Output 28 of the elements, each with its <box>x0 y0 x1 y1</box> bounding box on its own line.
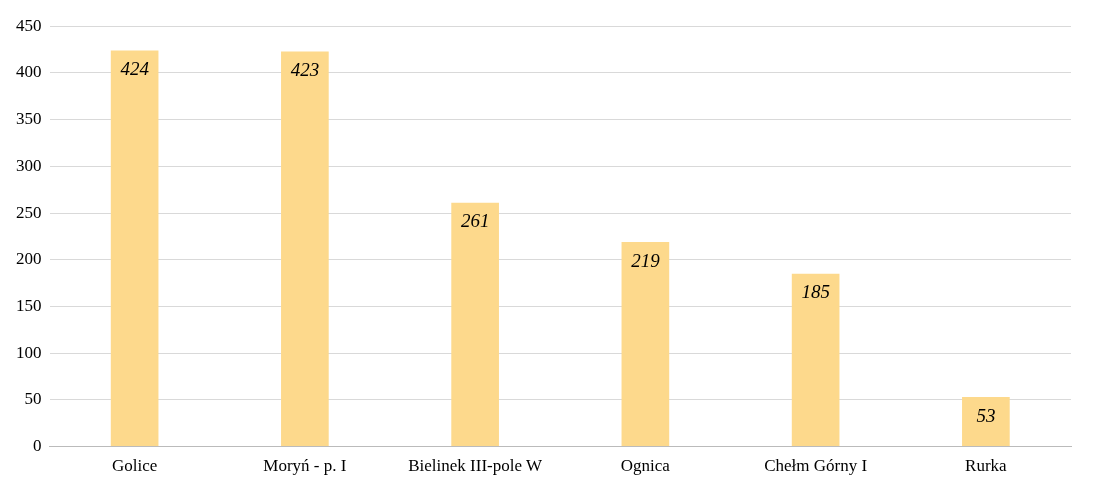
y-tick-label: 250 <box>16 202 42 222</box>
y-tick-label: 200 <box>16 249 42 269</box>
bar <box>791 273 840 447</box>
y-tick-label: 50 <box>24 389 42 409</box>
data-label: 219 <box>631 249 661 271</box>
y-tick-label: 450 <box>16 15 42 35</box>
x-tick-label: Ognica <box>620 456 671 476</box>
y-tick-label: 400 <box>16 62 42 82</box>
x-tick-label: Bielinek III-pole W <box>408 456 543 476</box>
y-tick-label: 100 <box>16 342 42 362</box>
bar <box>110 50 159 447</box>
data-label: 424 <box>120 57 150 79</box>
data-label: 185 <box>801 281 830 303</box>
data-label: 261 <box>460 210 490 232</box>
x-tick-label: Rurka <box>965 456 1008 476</box>
data-label: 53 <box>976 404 996 426</box>
y-tick-label: 350 <box>16 109 42 129</box>
data-label: 423 <box>290 58 320 80</box>
bar <box>281 51 329 447</box>
x-tick-label: Golice <box>111 456 158 476</box>
y-tick-label: 300 <box>16 155 42 175</box>
bar <box>451 202 499 447</box>
y-tick-label: 150 <box>16 295 42 315</box>
bar <box>962 397 1010 447</box>
x-tick-label: Chełm Górny I <box>764 456 868 476</box>
bar <box>621 242 670 447</box>
x-tick-label: Moryń - p. I <box>263 456 347 476</box>
y-tick-label: 0 <box>33 436 42 456</box>
